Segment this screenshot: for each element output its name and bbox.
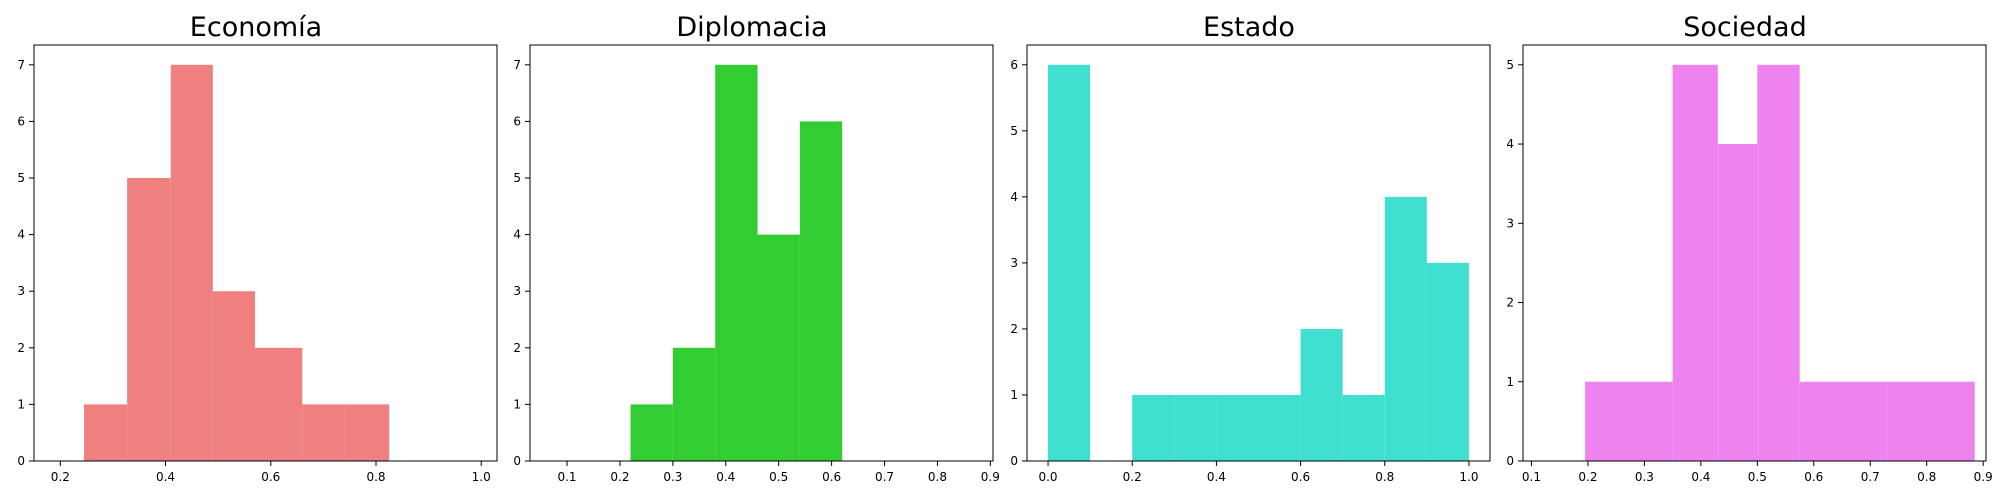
- x-tick-label-diplomacia-1: 0.2: [610, 470, 629, 484]
- y-tick-label-sociedad-3: 3: [1506, 216, 1514, 230]
- panel-title-diplomacia: Diplomacia: [676, 12, 827, 43]
- bar-diplomacia-4: [799, 121, 843, 461]
- x-tick-label-diplomacia-3: 0.4: [716, 470, 735, 484]
- x-tick-label-sociedad-0: 0.1: [1522, 470, 1541, 484]
- x-tick-label-estado-5: 1.0: [1459, 470, 1478, 484]
- panel-economia: Economía 0.2 0.4 0.6 0.8 1.0 0 1 2 3 4 5 6 7: [17, 12, 498, 484]
- bar-sociedad-0: [1585, 381, 1673, 461]
- bar-sociedad-2: [1717, 144, 1758, 462]
- panel-title-economia: Economía: [190, 12, 322, 43]
- x-tick-label-diplomacia-2: 0.3: [663, 470, 682, 484]
- y-tick-label-economia-3: 3: [17, 284, 25, 298]
- y-tick-label-sociedad-2: 2: [1506, 296, 1514, 310]
- panel-title-sociedad: Sociedad: [1683, 12, 1806, 43]
- y-tick-label-economia-5: 5: [17, 171, 25, 185]
- y-tick-label-estado-0: 0: [1010, 454, 1018, 468]
- bar-estado-3: [1174, 394, 1217, 461]
- x-tick-label-diplomacia-0: 0.1: [557, 470, 576, 484]
- y-tick-label-economia-1: 1: [17, 397, 25, 411]
- y-tick-label-economia-2: 2: [17, 341, 25, 355]
- y-tick-label-estado-3: 3: [1010, 256, 1018, 270]
- y-tick-label-economia-6: 6: [17, 114, 25, 128]
- y-tick-label-diplomacia-2: 2: [513, 341, 521, 355]
- bar-estado-5: [1258, 394, 1301, 461]
- x-tick-label-diplomacia-6: 0.7: [875, 470, 894, 484]
- bar-diplomacia-1: [672, 347, 716, 461]
- bar-estado-0: [1048, 64, 1091, 462]
- y-tick-label-sociedad-1: 1: [1506, 375, 1514, 389]
- y-tick-label-economia-7: 7: [17, 58, 25, 72]
- x-tick-label-diplomacia-4: 0.5: [769, 470, 788, 484]
- x-tick-label-estado-3: 0.6: [1291, 470, 1310, 484]
- y-tick-label-diplomacia-0: 0: [513, 454, 521, 468]
- panel-diplomacia: Diplomacia 0.1 0.2 0.3 0.4 0.5 0.6 0.7 0.8 0.9 0 1…: [513, 12, 1000, 484]
- bar-sociedad-1: [1672, 64, 1718, 462]
- x-tick-label-diplomacia-7: 0.8: [928, 470, 947, 484]
- y-tick-label-estado-2: 2: [1010, 322, 1018, 336]
- panel-sociedad: Sociedad 0.1 0.2 0.3 0.4 0.5 0.6 0.7 0.8 0.9 0 1 2 3…: [1506, 12, 1992, 484]
- x-tick-label-sociedad-6: 0.7: [1861, 470, 1880, 484]
- bar-estado-6: [1300, 328, 1343, 461]
- axes-frame-estado: [1026, 44, 1491, 462]
- y-tick-label-diplomacia-1: 1: [513, 397, 521, 411]
- x-tick-label-estado-0: 0.0: [1038, 470, 1057, 484]
- x-tick-label-sociedad-1: 0.2: [1578, 470, 1597, 484]
- bar-sociedad-5: [1887, 381, 1975, 461]
- bar-sociedad-3: [1757, 64, 1800, 462]
- axes-frame-sociedad: [1522, 44, 1987, 462]
- y-tick-label-estado-6: 6: [1010, 58, 1018, 72]
- bar-estado-4: [1216, 394, 1259, 461]
- y-tick-label-estado-5: 5: [1010, 124, 1018, 138]
- x-tick-label-diplomacia-8: 0.9: [981, 470, 1000, 484]
- x-tick-label-economia-1: 0.4: [156, 470, 175, 484]
- bar-estado-2: [1132, 394, 1175, 461]
- x-tick-label-sociedad-8: 0.9: [1974, 470, 1993, 484]
- y-tick-label-economia-4: 4: [17, 228, 25, 242]
- x-tick-label-sociedad-5: 0.6: [1804, 470, 1823, 484]
- x-tick-label-diplomacia-5: 0.6: [822, 470, 841, 484]
- axes-frame-diplomacia: [529, 44, 994, 462]
- y-tick-label-diplomacia-5: 5: [513, 171, 521, 185]
- y-tick-label-sociedad-4: 4: [1506, 137, 1514, 151]
- x-tick-label-economia-4: 1.0: [472, 470, 491, 484]
- x-tick-label-economia-0: 0.2: [51, 470, 70, 484]
- y-tick-label-diplomacia-3: 3: [513, 284, 521, 298]
- panel-title-estado: Estado: [1203, 12, 1295, 43]
- bar-sociedad-4: [1799, 381, 1888, 461]
- x-tick-label-estado-4: 0.8: [1375, 470, 1394, 484]
- y-tick-label-diplomacia-6: 6: [513, 114, 521, 128]
- bar-economia-4: [254, 347, 303, 461]
- bar-economia-2: [170, 64, 213, 462]
- y-tick-label-economia-0: 0: [17, 454, 25, 468]
- y-tick-label-diplomacia-4: 4: [513, 228, 521, 242]
- axes-frame-economia: [33, 44, 498, 462]
- y-tick-label-diplomacia-7: 7: [513, 58, 521, 72]
- bar-diplomacia-3: [757, 234, 800, 461]
- x-tick-label-sociedad-4: 0.5: [1748, 470, 1767, 484]
- panel-estado: Estado 0.0 0.2 0.4 0.6 0.8 1.0 0 1 2 3 4 5 6: [1010, 12, 1491, 484]
- bar-estado-8: [1384, 196, 1427, 461]
- x-tick-label-sociedad-7: 0.8: [1917, 470, 1936, 484]
- x-tick-label-economia-2: 0.6: [261, 470, 280, 484]
- bar-economia-0: [83, 404, 128, 461]
- x-tick-label-estado-2: 0.4: [1207, 470, 1226, 484]
- bar-diplomacia-0: [630, 404, 673, 461]
- x-tick-label-estado-1: 0.2: [1123, 470, 1142, 484]
- y-tick-label-sociedad-0: 0: [1506, 454, 1514, 468]
- y-tick-label-sociedad-5: 5: [1506, 58, 1514, 72]
- y-tick-label-estado-1: 1: [1010, 388, 1018, 402]
- x-tick-label-sociedad-2: 0.3: [1635, 470, 1654, 484]
- x-tick-label-sociedad-3: 0.4: [1691, 470, 1710, 484]
- bar-economia-5: [302, 404, 345, 461]
- bar-economia-1: [127, 178, 171, 461]
- bar-diplomacia-2: [715, 64, 758, 462]
- bar-estado-9: [1426, 262, 1469, 461]
- bar-economia-3: [212, 291, 255, 461]
- bar-estado-7: [1342, 394, 1385, 461]
- bar-economia-6: [344, 404, 390, 461]
- x-tick-label-economia-3: 0.8: [366, 470, 385, 484]
- y-tick-label-estado-4: 4: [1010, 190, 1018, 204]
